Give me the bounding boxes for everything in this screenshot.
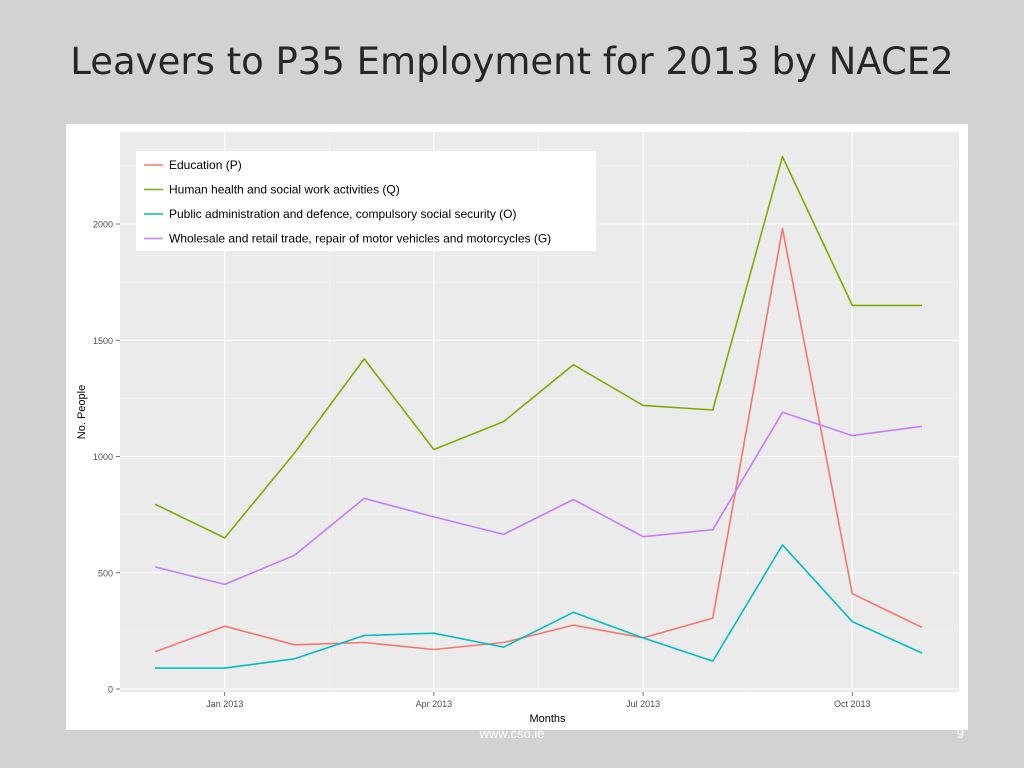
- series-line-2: [155, 544, 923, 669]
- series-line-1: [154, 155, 922, 539]
- legend-label-2: Public administration and defence, compu…: [169, 207, 516, 221]
- line-chart: 0 500 1000 1500 2000 Jan 2013 Apr 2013 Jul 2013…: [76, 132, 959, 725]
- x-tick-label: Jan 2013: [206, 699, 243, 709]
- y-tick-label: 500: [98, 568, 113, 578]
- y-tick-label: 0: [108, 685, 113, 695]
- y-tick-label: 1000: [93, 452, 113, 462]
- page-number: 9: [956, 726, 964, 741]
- slide-title: Leavers to P35 Employment for 2013 by NA…: [70, 40, 954, 83]
- chart-card: 0 500 1000 1500 2000 Jan 2013 Apr 2013 Jul 2013…: [66, 124, 968, 730]
- x-tick-label: Apr 2013: [416, 699, 453, 709]
- series-line-3: [154, 411, 923, 586]
- footer-url: www.cso.ie: [479, 726, 545, 741]
- legend-label-1: Human health and social work activities …: [169, 183, 400, 197]
- legend-label-0: Education (P): [169, 158, 242, 172]
- x-axis-title: Months: [529, 713, 566, 725]
- legend-label-3: Wholesale and retail trade, repair of mo…: [169, 232, 551, 246]
- legend-box: [136, 151, 596, 251]
- x-tick-label: Oct 2013: [834, 699, 871, 709]
- y-axis-title: No. People: [76, 385, 88, 439]
- y-tick-label: 1500: [93, 336, 113, 346]
- y-tick-label: 2000: [93, 220, 113, 230]
- series-line-0: [154, 227, 923, 653]
- x-tick-label: Jul 2013: [626, 699, 660, 709]
